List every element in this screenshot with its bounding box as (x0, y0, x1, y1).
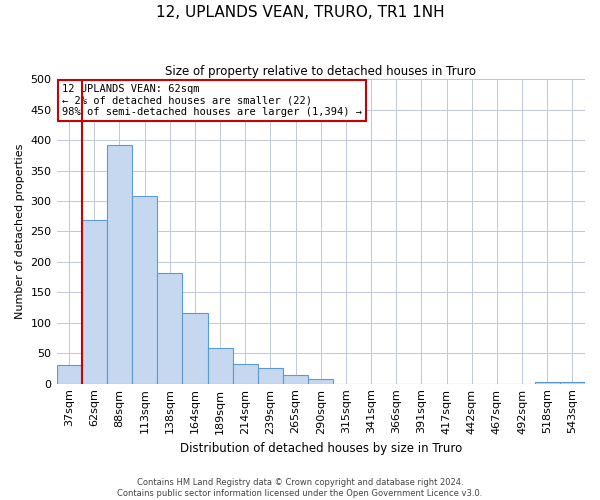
Bar (258, 368, 283, 384)
Bar (56, 366, 82, 384)
X-axis label: Distribution of detached houses by size in Truro: Distribution of detached houses by size … (179, 442, 462, 455)
Bar (535, 382, 560, 384)
Bar (82, 220, 107, 384)
Bar (233, 364, 258, 384)
Text: Contains HM Land Registry data © Crown copyright and database right 2024.
Contai: Contains HM Land Registry data © Crown c… (118, 478, 482, 498)
Bar (560, 382, 585, 384)
Text: 12, UPLANDS VEAN, TRURO, TR1 1NH: 12, UPLANDS VEAN, TRURO, TR1 1NH (155, 5, 445, 20)
Bar (132, 196, 157, 384)
Bar (283, 374, 308, 384)
Bar (208, 348, 233, 384)
Y-axis label: Number of detached properties: Number of detached properties (15, 144, 25, 319)
Bar (308, 379, 334, 384)
Bar (107, 145, 132, 384)
Bar (182, 313, 208, 384)
Bar (157, 274, 182, 384)
Title: Size of property relative to detached houses in Truro: Size of property relative to detached ho… (165, 65, 476, 78)
Text: 12 UPLANDS VEAN: 62sqm
← 2% of detached houses are smaller (22)
98% of semi-deta: 12 UPLANDS VEAN: 62sqm ← 2% of detached … (62, 84, 362, 117)
